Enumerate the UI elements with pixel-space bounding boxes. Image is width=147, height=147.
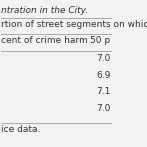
- Text: 6.9: 6.9: [96, 71, 111, 80]
- Text: rtion of street segments on which c: rtion of street segments on which c: [1, 20, 147, 29]
- Text: cent of crime harm: cent of crime harm: [1, 36, 87, 45]
- Text: 50 p: 50 p: [91, 36, 111, 45]
- Text: ice data.: ice data.: [1, 125, 40, 134]
- Text: ntration in the City.: ntration in the City.: [1, 6, 88, 15]
- Text: 7.0: 7.0: [96, 104, 111, 113]
- Text: 7.0: 7.0: [96, 54, 111, 63]
- Text: 7.1: 7.1: [96, 87, 111, 96]
